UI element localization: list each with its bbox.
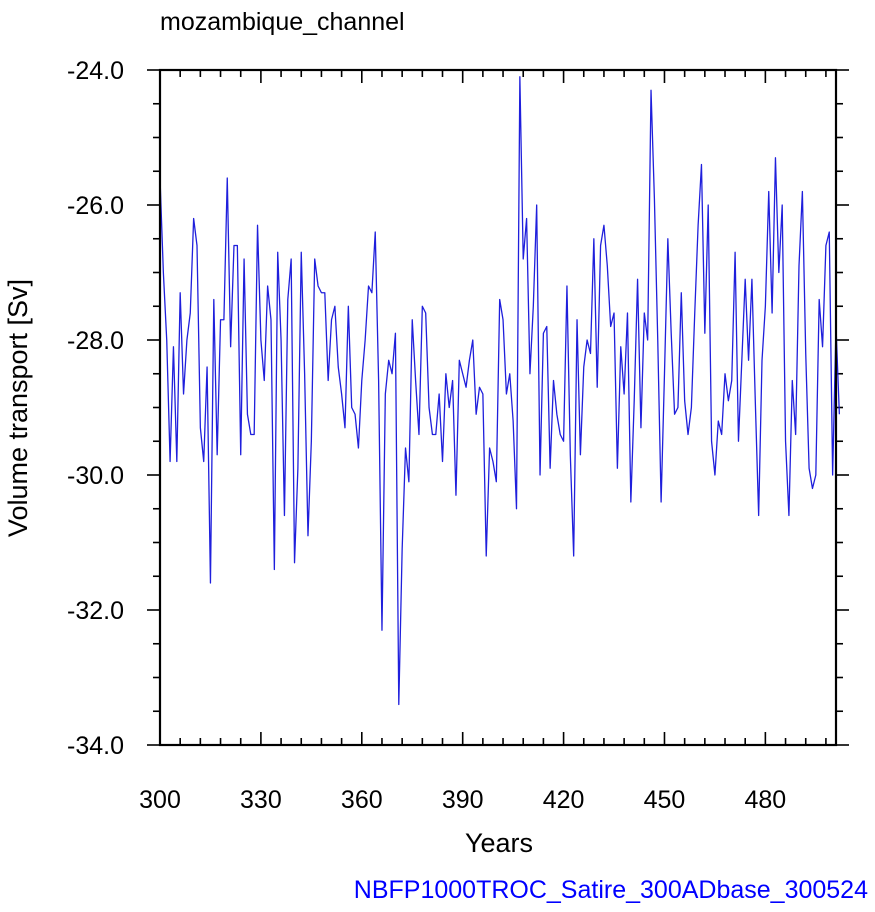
x-tick-label: 360 <box>341 786 383 814</box>
y-tick-label: -32.0 <box>67 597 124 625</box>
x-tick-label: 480 <box>745 786 787 814</box>
axis-ticks <box>147 69 849 746</box>
series-line <box>159 76 841 706</box>
footer-label: NBFP1000TROC_Satire_300ADbase_300524 <box>354 876 868 904</box>
chart-title: mozambique_channel <box>160 8 405 36</box>
plot-frame <box>158 68 838 747</box>
y-axis-label: Volume transport [Sv] <box>3 279 33 537</box>
y-tick-label: -30.0 <box>67 462 124 490</box>
x-tick-label: 450 <box>644 786 686 814</box>
x-tick-label: 300 <box>139 786 181 814</box>
y-tick-label: -26.0 <box>67 192 124 220</box>
y-tick-label: -24.0 <box>67 57 124 85</box>
x-tick-label: 330 <box>240 786 282 814</box>
tick-labels: 300 330 360 390 420 450 480 -24.0 -26.0 -28.0 -30.… <box>67 57 786 814</box>
y-tick-label: -28.0 <box>67 327 124 355</box>
x-axis-label: Years <box>465 828 533 858</box>
x-tick-label: 390 <box>442 786 484 814</box>
x-tick-label: 420 <box>543 786 585 814</box>
y-tick-label: -34.0 <box>67 732 124 760</box>
